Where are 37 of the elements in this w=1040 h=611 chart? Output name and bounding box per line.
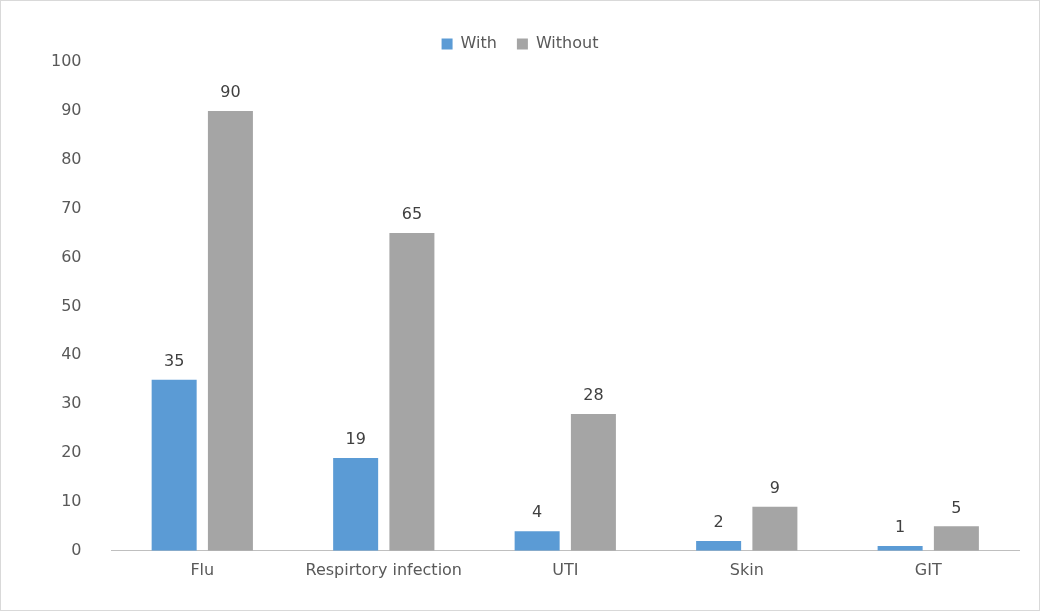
legend-label: With <box>460 33 497 53</box>
y-tick-label: 50 <box>61 295 82 315</box>
bar <box>752 506 798 551</box>
data-label: 28 <box>583 385 604 405</box>
bar <box>696 541 742 551</box>
data-label: 65 <box>401 204 423 224</box>
bar <box>151 379 197 551</box>
y-tick-label: 10 <box>61 491 82 511</box>
bar <box>933 526 979 551</box>
x-tick-label: Flu <box>190 559 215 579</box>
y-tick-label: 80 <box>61 148 82 168</box>
y-tick-label: 30 <box>61 393 82 413</box>
y-tick-label: 0 <box>71 539 82 559</box>
bar <box>389 233 435 551</box>
y-tick-label: 40 <box>61 344 82 364</box>
bar <box>207 110 253 551</box>
data-label: 5 <box>951 497 962 517</box>
data-label: 19 <box>345 429 366 449</box>
bar <box>570 413 616 551</box>
data-label: 9 <box>769 477 780 497</box>
x-tick-label: Skin <box>729 559 764 579</box>
y-tick-label: 90 <box>61 100 82 120</box>
data-label: 2 <box>713 512 724 532</box>
x-tick-label: GIT <box>914 559 942 579</box>
y-tick-label: 70 <box>61 197 82 217</box>
y-tick-label: 100 <box>50 51 82 71</box>
bar <box>514 531 560 551</box>
data-label: 90 <box>220 82 241 102</box>
data-label: 1 <box>895 517 906 537</box>
y-tick-label: 60 <box>61 246 82 266</box>
data-label: 35 <box>163 350 185 370</box>
bar <box>333 457 379 551</box>
y-tick-label: 20 <box>61 442 82 462</box>
data-label: 4 <box>532 502 543 522</box>
x-tick-label: UTI <box>552 559 579 579</box>
x-tick-label: Respirtory infection <box>305 559 463 579</box>
legend-label: Without <box>535 33 599 53</box>
